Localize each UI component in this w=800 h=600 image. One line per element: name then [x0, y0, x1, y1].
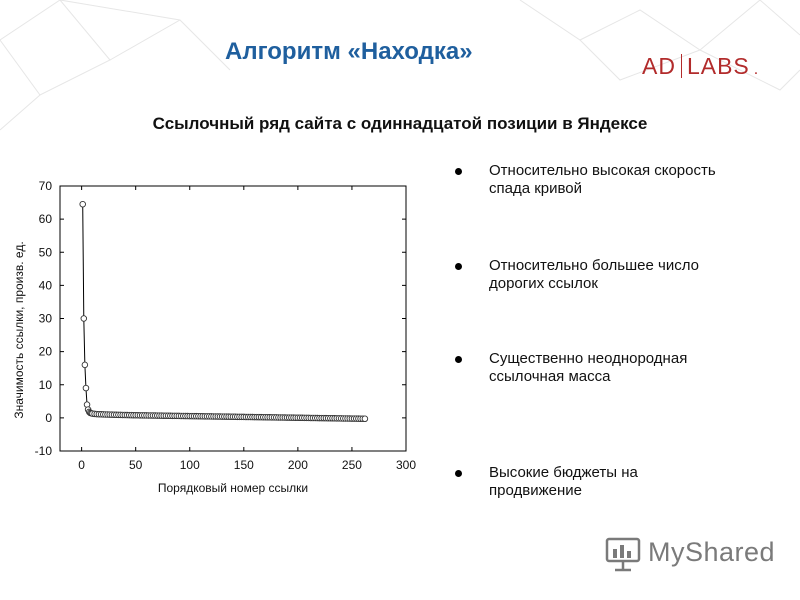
- x-tick-label: 50: [129, 458, 143, 472]
- x-axis-label: Порядковый номер ссылки: [158, 481, 308, 495]
- plot-frame: [59, 185, 407, 452]
- bullet-text: Относительно высокая скорость спада крив…: [489, 162, 716, 197]
- x-tick-label: 200: [288, 458, 308, 472]
- y-tick-label: 30: [39, 312, 53, 326]
- data-point: [81, 361, 89, 369]
- x-tick-label: 250: [342, 458, 362, 472]
- page-title: Алгоритм «Находка»: [225, 38, 473, 65]
- series-line: [82, 204, 365, 420]
- bullet-dot: [455, 168, 462, 175]
- y-tick-label: 50: [39, 245, 53, 259]
- data-point: [79, 200, 86, 208]
- bullet-text: Относительно большее число дорогих ссыло…: [489, 257, 699, 292]
- y-tick-label: 60: [39, 212, 53, 226]
- logo-right-text: LABS: [686, 53, 750, 79]
- y-tick-label: -10: [35, 444, 53, 458]
- bullet-dot: [455, 470, 462, 477]
- x-tick-label: 0: [78, 458, 85, 472]
- x-tick-label: 150: [234, 458, 254, 472]
- watermark-text: MyShared: [648, 537, 776, 567]
- x-tick-label: 300: [396, 458, 416, 472]
- bullet-text: Высокие бюджеты на продвижение: [489, 464, 638, 499]
- bullet-text: Существенно неоднородная ссылочная масса: [489, 350, 688, 385]
- y-tick-label: 0: [45, 411, 52, 425]
- bullet-dot: [455, 263, 462, 270]
- logo-dot: .: [753, 61, 760, 78]
- y-tick-label: 70: [39, 179, 53, 193]
- presentation-board-icon: [605, 537, 641, 572]
- y-tick-label: 40: [39, 278, 53, 292]
- x-tick-label: 100: [180, 458, 200, 472]
- y-axis-label: Значимость ссылки, произв. ед.: [12, 241, 26, 418]
- bullet-dot: [455, 356, 462, 363]
- decay-chart: 0 50 100 150 200 250 300 -10 0 10 20 30 40 50 60 70 Пор…: [12, 179, 416, 495]
- data-point: [80, 315, 88, 322]
- data-point: [361, 415, 369, 423]
- logo-separator: [680, 54, 682, 78]
- adlabs-logo: AD LABS.: [642, 53, 759, 80]
- y-tick-label: 20: [39, 345, 53, 359]
- chart-subtitle: Ссылочный ряд сайта с одиннадцатой позиц…: [152, 114, 648, 133]
- logo-left-text: AD: [642, 53, 676, 79]
- data-point: [82, 384, 90, 392]
- y-tick-label: 10: [39, 378, 53, 392]
